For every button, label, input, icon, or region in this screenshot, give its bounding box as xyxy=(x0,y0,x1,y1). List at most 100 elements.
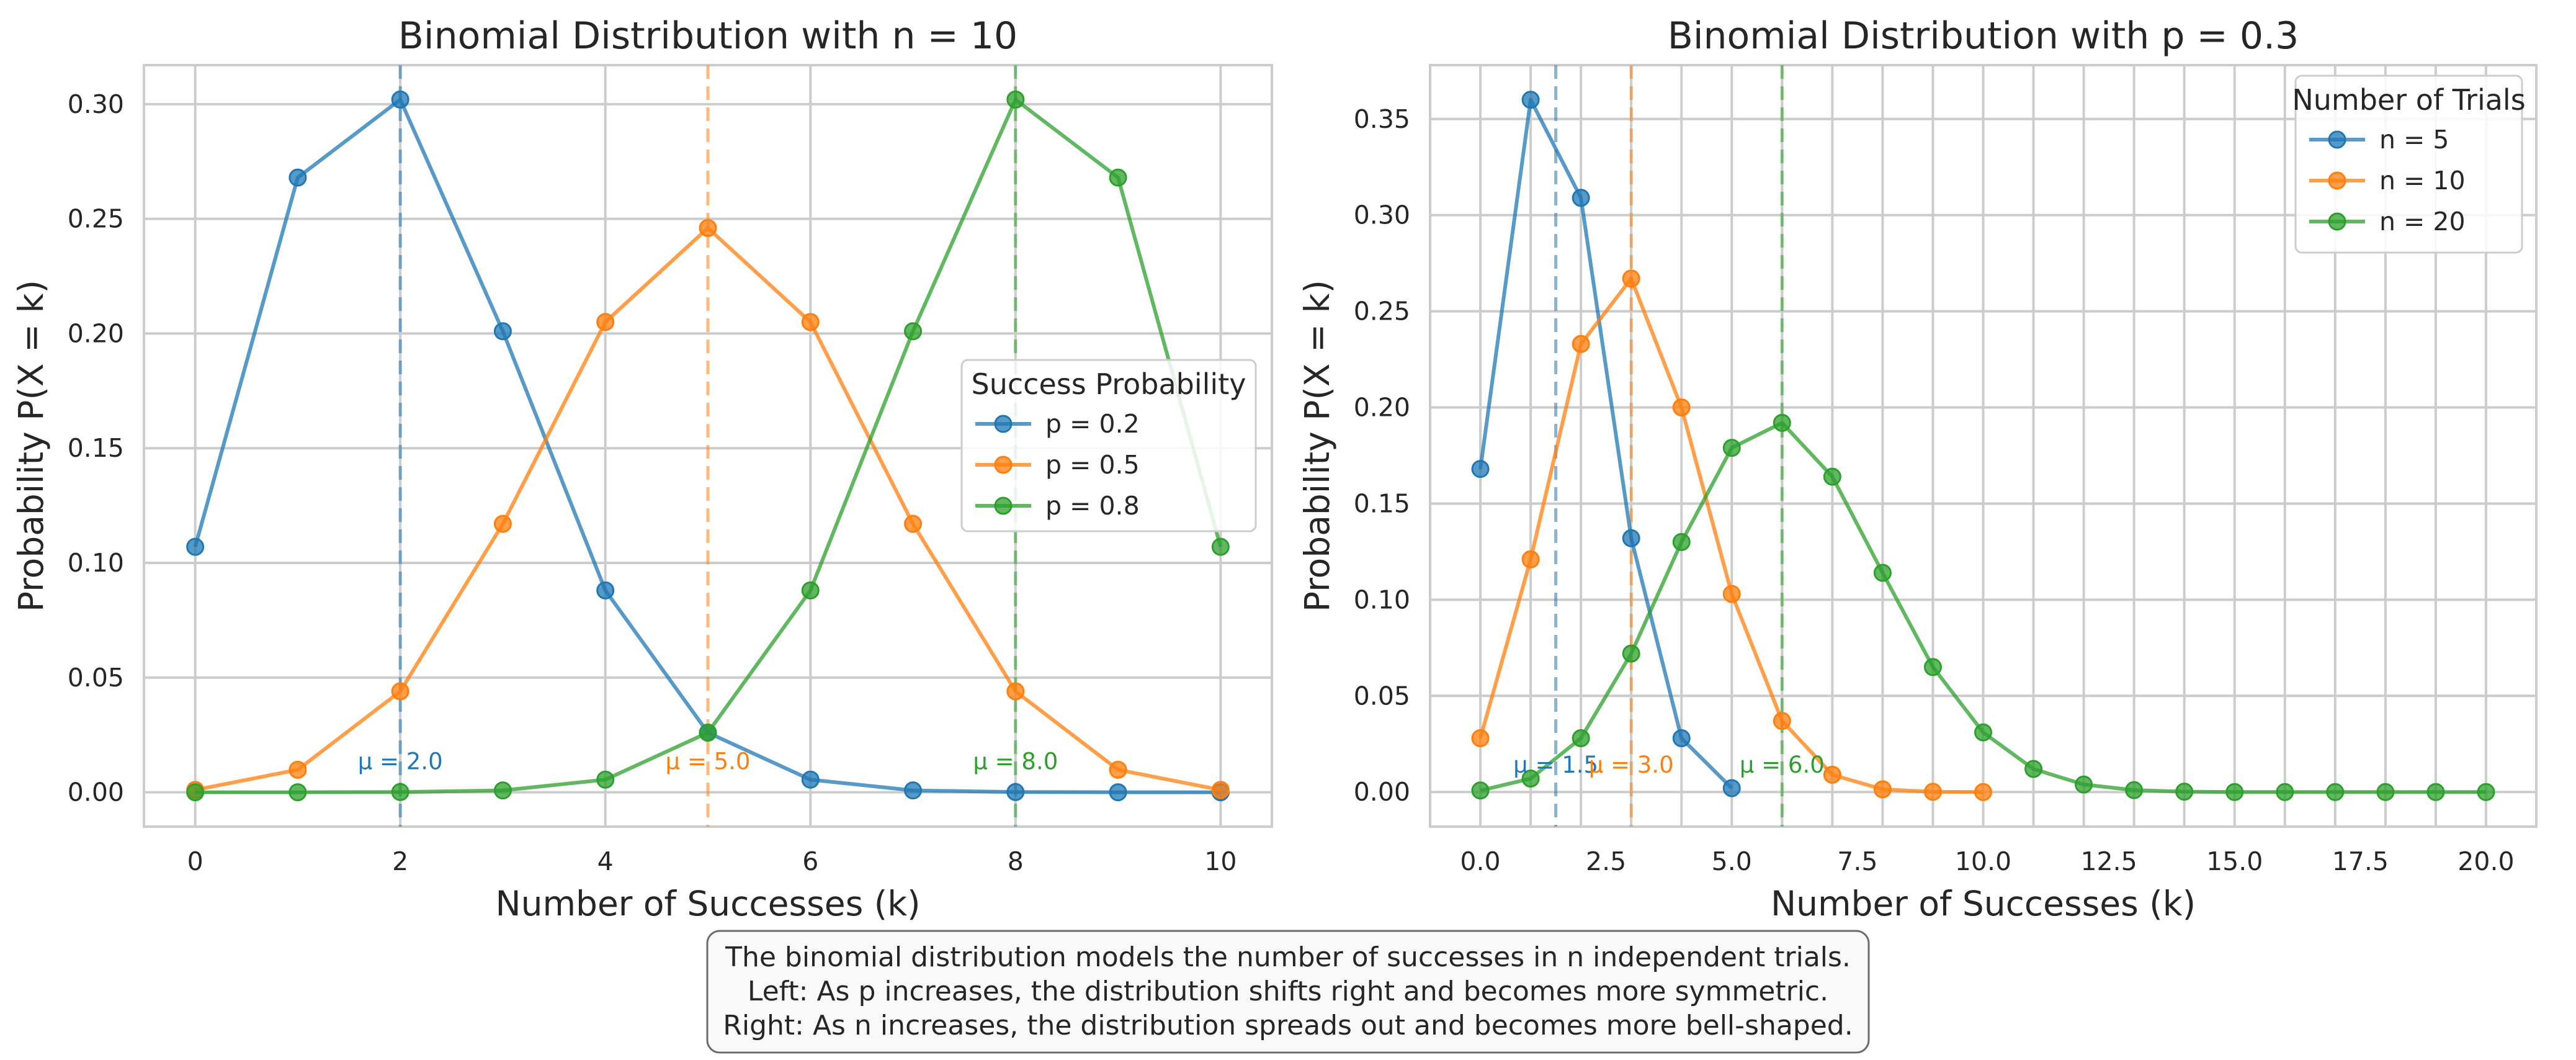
y-tick-label: 0.30 xyxy=(68,89,124,119)
data-point xyxy=(2175,783,2194,801)
legend-marker xyxy=(994,456,1013,474)
legend-item: p = 0.8 xyxy=(975,491,1140,521)
data-point xyxy=(2125,781,2144,799)
y-tick-label: 0.10 xyxy=(68,548,124,578)
x-tick-label: 2 xyxy=(392,847,408,876)
data-point xyxy=(1211,781,1230,799)
data-point xyxy=(1521,770,1540,788)
x-tick-label: 7.5 xyxy=(1837,847,1877,876)
legend-item: n = 5 xyxy=(2309,125,2449,155)
legend-item: n = 20 xyxy=(2309,207,2466,236)
data-point xyxy=(288,760,307,779)
data-point xyxy=(1471,460,1490,478)
x-tick-label: 17.5 xyxy=(2332,847,2389,876)
data-point xyxy=(1572,335,1590,353)
x-tick-label: 0.0 xyxy=(1460,847,1500,876)
data-point xyxy=(391,783,409,801)
legend-label: p = 0.2 xyxy=(1045,409,1140,439)
data-point xyxy=(1211,537,1230,556)
x-tick-label: 15.0 xyxy=(2206,847,2263,876)
data-point xyxy=(1622,529,1640,547)
data-point xyxy=(1773,712,1791,730)
data-point xyxy=(2024,760,2043,778)
legend-label: n = 20 xyxy=(2379,207,2466,236)
legend-label: p = 0.8 xyxy=(1045,491,1140,521)
legend-title: Number of Trials xyxy=(2292,83,2525,117)
x-tick-label: 4 xyxy=(597,847,614,876)
x-axis-label: Number of Successes (k) xyxy=(495,884,920,923)
data-point xyxy=(1672,729,1691,747)
data-point xyxy=(801,770,820,789)
x-tick-label: 10 xyxy=(1204,847,1237,876)
x-tick-label: 0 xyxy=(187,847,203,876)
data-point xyxy=(1923,658,1942,676)
caption-line: Left: As p increases, the distribution s… xyxy=(748,976,1828,1007)
data-point xyxy=(1109,783,1127,802)
data-point xyxy=(186,783,205,802)
data-point xyxy=(1521,91,1540,109)
legend: Success Probability p = 0.2 p = 0.5 p = 0.8 xyxy=(960,359,1257,532)
data-point xyxy=(801,313,820,331)
data-point xyxy=(391,682,409,701)
y-tick-label: 0.30 xyxy=(1354,200,1410,230)
data-point xyxy=(1923,783,1942,801)
data-point xyxy=(1823,765,1841,784)
data-point xyxy=(1773,413,1791,432)
legend-item: p = 0.2 xyxy=(975,409,1140,439)
data-point xyxy=(596,581,615,600)
y-tick-label: 0.05 xyxy=(1354,681,1410,711)
caption-box: The binomial distribution models the num… xyxy=(706,930,1870,1054)
y-tick-label: 0.10 xyxy=(1354,585,1410,614)
data-point xyxy=(1572,729,1590,747)
y-tick-label: 0.15 xyxy=(68,433,124,463)
y-axis-label: Probability P(X = k) xyxy=(1297,280,1337,612)
y-axis-label: Probability P(X = k) xyxy=(11,280,51,612)
data-point xyxy=(1006,783,1025,801)
legend-marker xyxy=(994,415,1013,433)
data-point xyxy=(904,781,923,800)
legend-box xyxy=(960,359,1257,532)
x-tick-label: 10.0 xyxy=(1955,847,2011,876)
chart-title: Binomial Distribution with n = 10 xyxy=(398,14,1017,58)
y-tick-label: 0.05 xyxy=(68,663,124,693)
data-point xyxy=(1521,550,1540,568)
data-point xyxy=(1823,467,1841,486)
data-point xyxy=(904,514,923,533)
data-point xyxy=(699,218,717,237)
legend-marker xyxy=(2328,171,2346,190)
y-tick-label: 0.25 xyxy=(1354,297,1410,326)
y-tick-label: 0.25 xyxy=(68,204,124,234)
chart-panel-right: 0.0 2.5 5.0 7.5 10.0 12.5 15.0 17.5 20.0 0.00 0.05… xyxy=(1297,14,2538,923)
y-tick-label: 0.00 xyxy=(68,778,124,807)
x-tick-label: 20.0 xyxy=(2457,847,2514,876)
data-point xyxy=(1471,781,1490,800)
data-point xyxy=(2477,783,2495,801)
mean-label: μ = 8.0 xyxy=(973,748,1058,775)
data-point xyxy=(904,322,923,341)
data-point xyxy=(288,783,307,802)
x-tick-label: 6 xyxy=(802,847,818,876)
data-point xyxy=(1622,644,1640,663)
y-tick-label: 0.20 xyxy=(1354,393,1410,423)
data-point xyxy=(1572,189,1590,207)
data-point xyxy=(1006,90,1025,109)
legend-label: p = 0.5 xyxy=(1045,450,1140,480)
data-point xyxy=(493,514,512,533)
caption-line: Right: As n increases, the distribution … xyxy=(723,1010,1853,1041)
y-tick-label: 0.35 xyxy=(1354,104,1410,134)
data-point xyxy=(2426,783,2445,801)
y-tick-label: 0.15 xyxy=(1354,488,1410,518)
data-point xyxy=(1672,532,1691,551)
legend-box xyxy=(2294,74,2523,254)
mean-label: μ = 5.0 xyxy=(666,748,751,775)
data-point xyxy=(493,322,512,341)
mean-label: μ = 2.0 xyxy=(358,748,443,775)
data-point xyxy=(288,168,307,187)
data-point xyxy=(1974,783,1992,801)
data-point xyxy=(1471,729,1490,747)
legend-item: n = 10 xyxy=(2309,166,2466,195)
data-point xyxy=(1722,439,1741,457)
data-point xyxy=(596,313,615,331)
x-tick-label: 12.5 xyxy=(2080,847,2137,876)
